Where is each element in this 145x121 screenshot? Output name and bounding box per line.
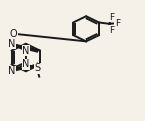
Text: N: N xyxy=(8,39,15,49)
Text: N: N xyxy=(22,46,30,56)
Text: F: F xyxy=(109,13,114,22)
Text: F: F xyxy=(109,26,114,35)
Text: O: O xyxy=(10,29,18,39)
Text: N: N xyxy=(22,59,30,69)
Text: N: N xyxy=(8,66,15,76)
Text: F: F xyxy=(115,19,120,28)
Text: S: S xyxy=(34,63,40,73)
